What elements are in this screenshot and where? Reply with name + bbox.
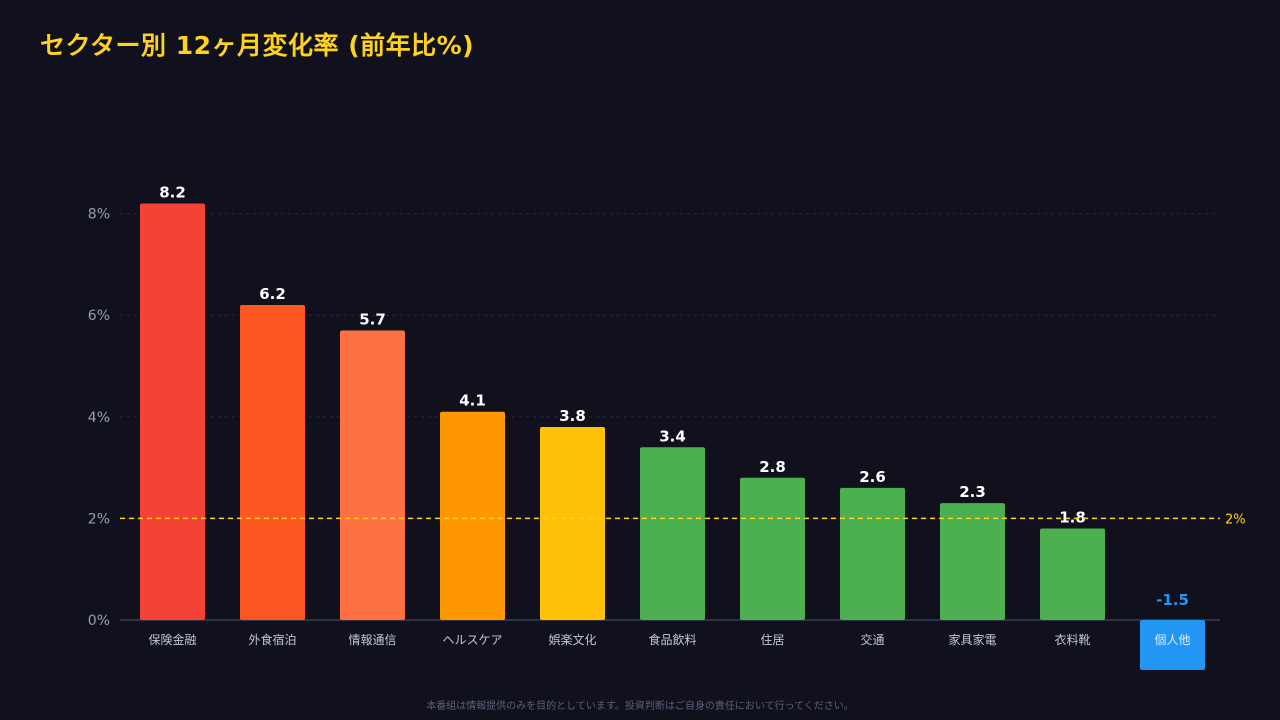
data-label: 6.2	[259, 285, 286, 303]
data-label: -1.5	[1156, 591, 1189, 609]
bar	[840, 487, 905, 620]
x-tick-label: 食品飲料	[648, 632, 696, 647]
x-tick-label: 住居	[760, 633, 784, 647]
data-label: 8.2	[159, 183, 186, 201]
x-tick-label: 衣料靴	[1054, 632, 1090, 647]
x-tick-label: 情報通信	[348, 633, 396, 647]
bar	[940, 503, 1005, 620]
data-label: 1.8	[1059, 509, 1086, 527]
y-tick-label: 4%	[88, 410, 110, 426]
bar	[640, 447, 705, 620]
x-tick-label: 個人他	[1154, 633, 1190, 647]
data-label: 3.8	[559, 407, 586, 425]
y-tick-label: 6%	[88, 308, 110, 324]
x-tick-label: 娯楽文化	[548, 632, 596, 647]
bar	[340, 330, 405, 620]
bar	[140, 203, 205, 620]
page-title: セクター別 12ヶ月変化率 (前年比%)	[40, 31, 475, 60]
x-tick-label: ヘルスケア	[442, 633, 502, 647]
bar	[1040, 528, 1105, 620]
data-label: 5.7	[359, 310, 386, 328]
x-tick-label: 家具家電	[948, 632, 996, 647]
data-label: 2.3	[959, 483, 986, 501]
data-label: 4.1	[459, 392, 486, 410]
data-label: 2.6	[859, 468, 886, 486]
bar	[240, 305, 305, 620]
y-tick-label: 8%	[88, 207, 110, 223]
data-label: 2.8	[759, 458, 786, 476]
disclaimer-text: 本番組は情報提供のみを目的としています。投資判断はご自身の責任において行ってくだ…	[426, 701, 854, 712]
bar	[740, 477, 805, 620]
data-label: 3.4	[659, 427, 686, 445]
y-tick-label: 2%	[88, 511, 110, 527]
x-tick-label: 交通	[860, 632, 884, 647]
x-tick-label: 保険金融	[148, 632, 196, 647]
x-tick-label: 外食宿泊	[248, 632, 296, 647]
bar	[540, 426, 605, 620]
bar	[440, 411, 505, 620]
y-tick-label: 0%	[88, 613, 110, 629]
reference-line-label: 2%	[1225, 512, 1246, 527]
bar	[1140, 620, 1205, 670]
